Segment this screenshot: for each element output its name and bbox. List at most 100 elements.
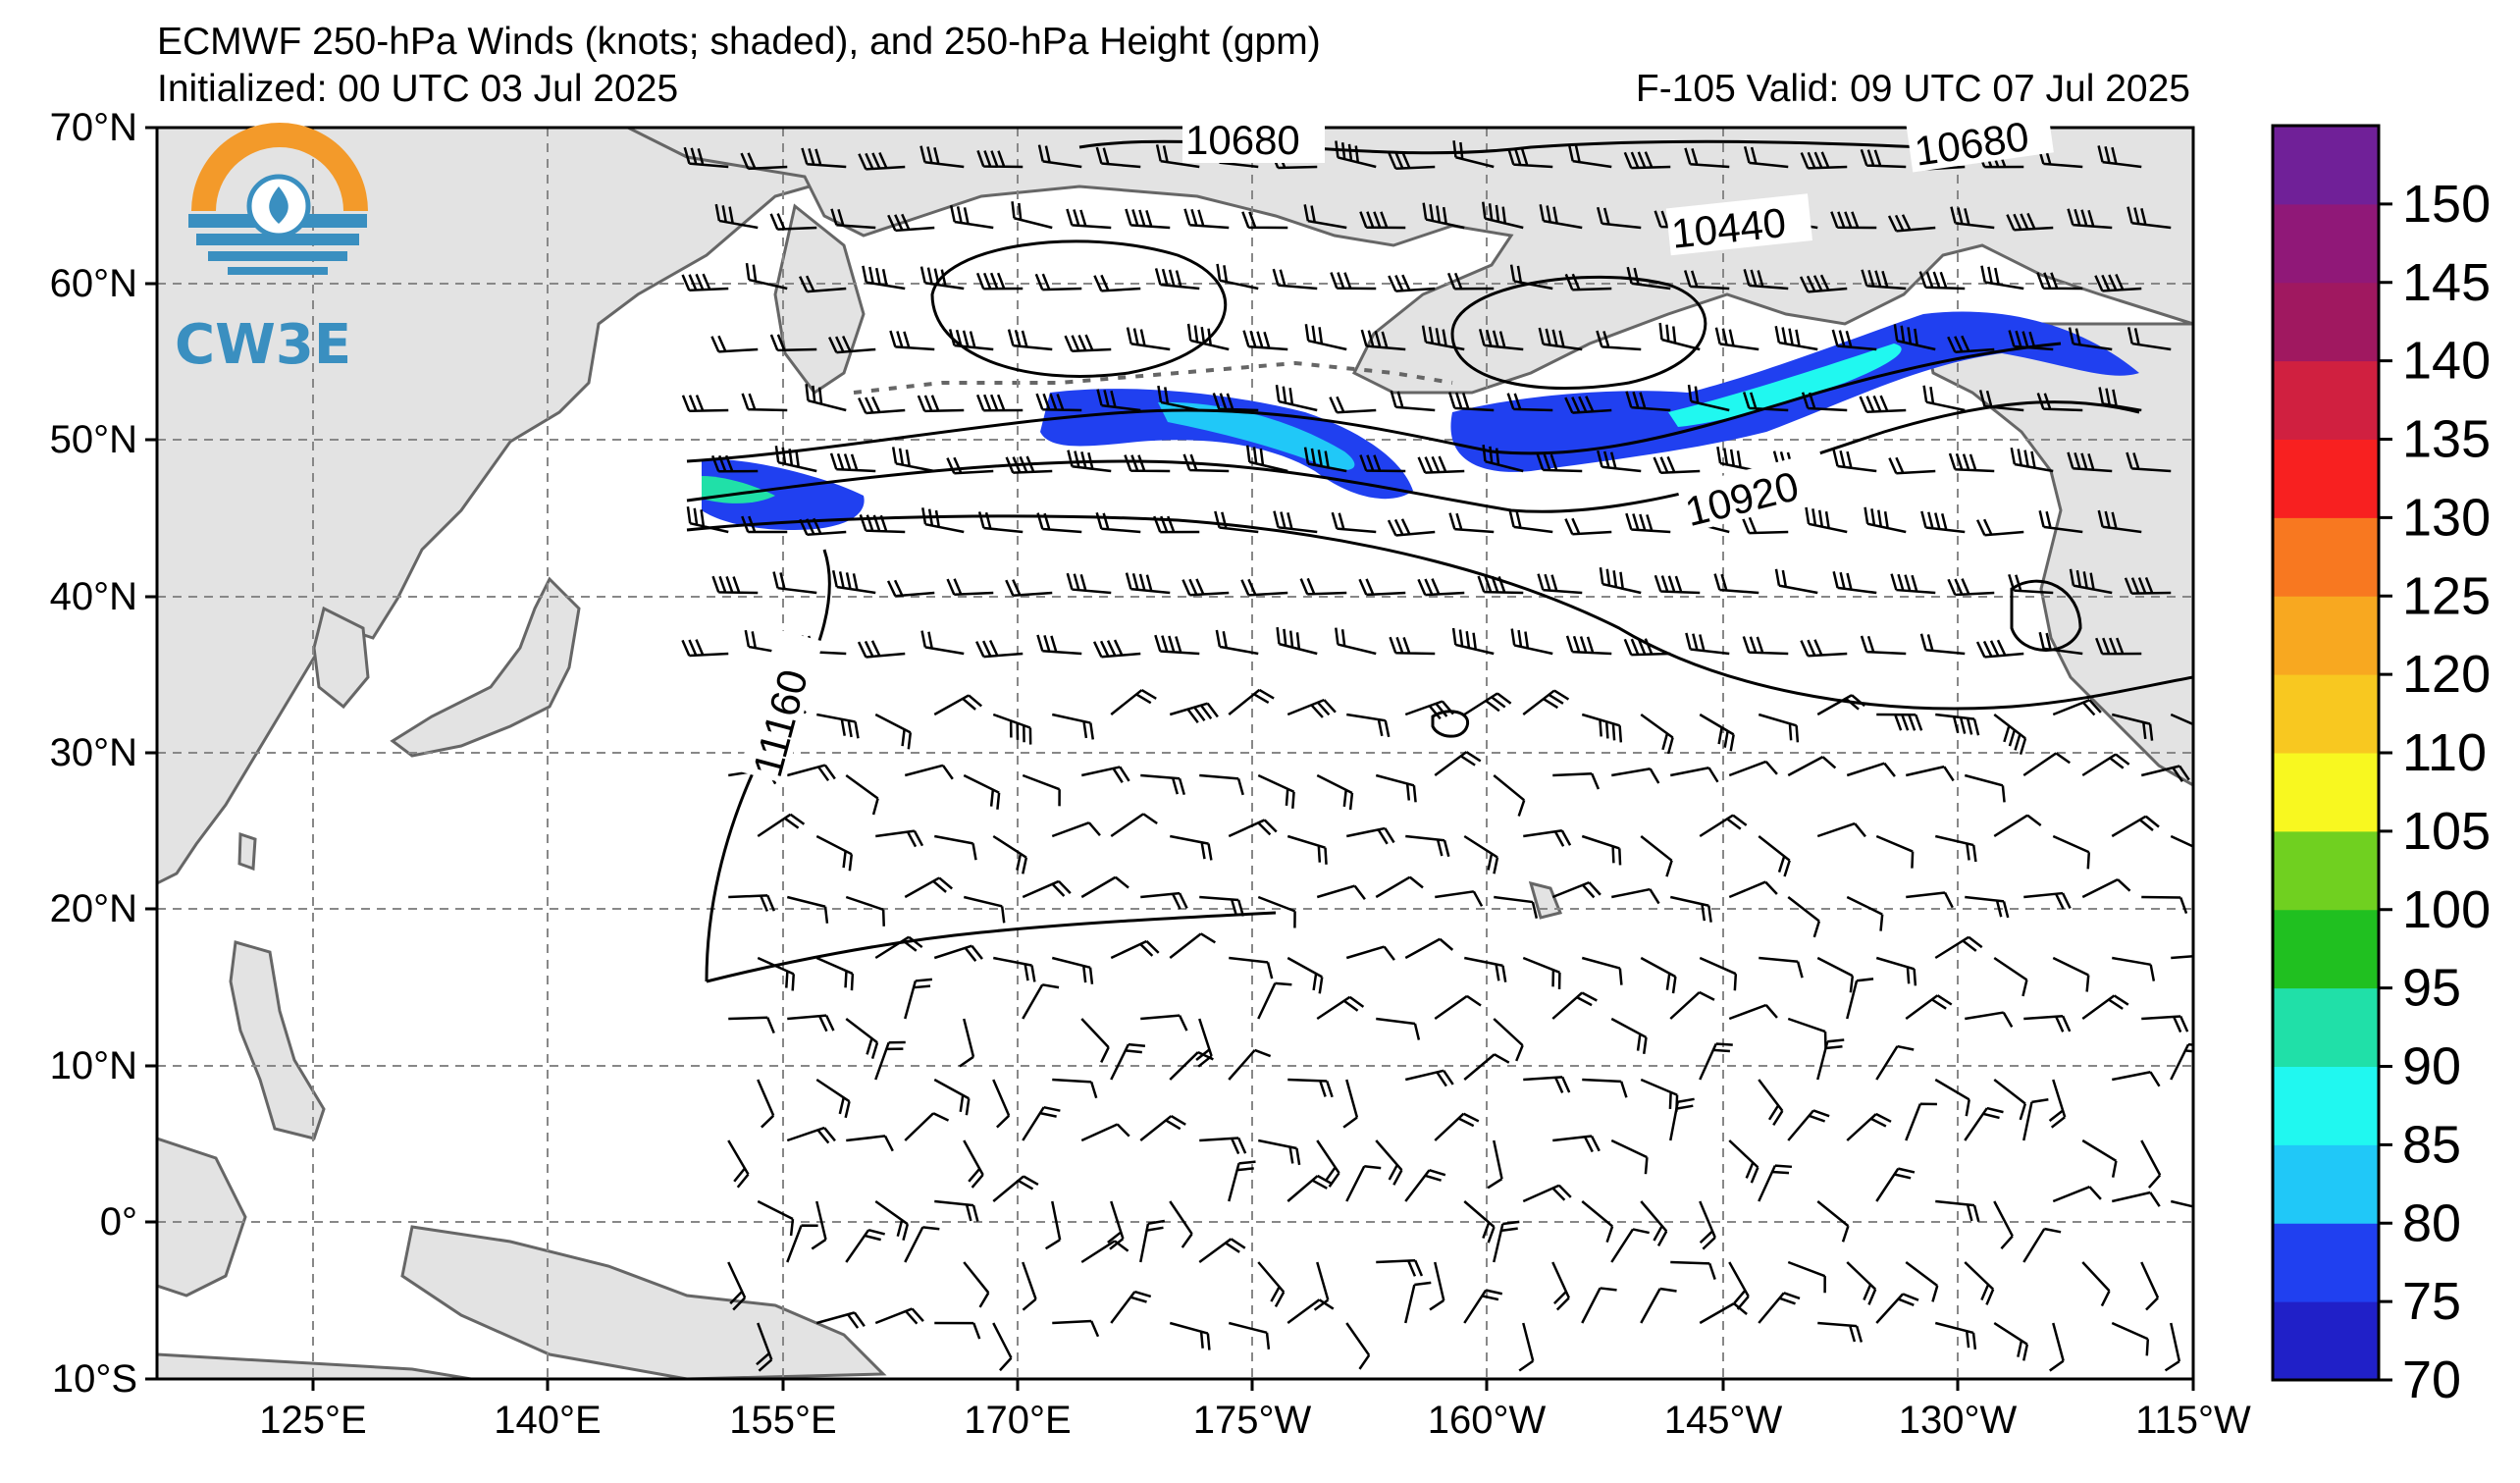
wind-barb bbox=[1669, 1097, 1695, 1141]
wind-barb bbox=[2097, 145, 2142, 169]
wind-barb bbox=[1463, 1200, 1496, 1244]
wind-barb bbox=[1922, 385, 1966, 412]
wind-barb bbox=[1110, 1290, 1152, 1324]
wind-barb bbox=[1758, 835, 1791, 877]
colorbar-swatch bbox=[2273, 909, 2379, 989]
wind-barb bbox=[934, 1321, 981, 1340]
wind-barb bbox=[1567, 144, 1612, 169]
contour-11160 bbox=[686, 514, 2193, 711]
colorbar-tick-label: 80 bbox=[2402, 1193, 2461, 1252]
wind-barb bbox=[862, 265, 906, 291]
wind-barb bbox=[1446, 272, 1495, 291]
wind-barb bbox=[1934, 1078, 1970, 1117]
wind-barb bbox=[1640, 713, 1674, 755]
wind-barb bbox=[2111, 713, 2154, 741]
wind-barb bbox=[975, 394, 1024, 412]
colorbar-swatch bbox=[2273, 203, 2379, 284]
wind-barb bbox=[1404, 1169, 1446, 1202]
wind-barb bbox=[1215, 629, 1259, 656]
wind-barb bbox=[1257, 981, 1292, 1020]
wind-barb bbox=[1510, 628, 1553, 656]
wind-barb bbox=[1199, 773, 1244, 796]
wind-barb bbox=[1975, 518, 2024, 537]
wind-barb bbox=[874, 1040, 906, 1081]
wind-barb bbox=[1051, 713, 1095, 740]
wind-barb bbox=[858, 152, 906, 171]
wind-barb bbox=[992, 1322, 1013, 1372]
wind-barb bbox=[846, 1135, 894, 1152]
wind-barb bbox=[1044, 1200, 1062, 1250]
wind-barb bbox=[1552, 1135, 1601, 1153]
wind-barb bbox=[2048, 1079, 2067, 1129]
colorbar-swatch bbox=[2273, 674, 2379, 754]
wind-barb bbox=[904, 876, 954, 899]
wind-barb bbox=[1434, 1112, 1480, 1141]
wind-barb bbox=[845, 1018, 879, 1060]
wind-barb bbox=[1522, 956, 1561, 989]
height-contours bbox=[686, 139, 2193, 983]
wind-barb bbox=[1934, 935, 1983, 960]
wind-barb bbox=[1743, 269, 1789, 291]
wind-barb bbox=[1358, 578, 1406, 597]
wind-barb bbox=[959, 1018, 975, 1068]
contour-label: 10680 bbox=[1185, 117, 1300, 163]
wind-barb bbox=[1993, 814, 2042, 838]
wind-barb bbox=[919, 145, 965, 169]
wind-barb bbox=[1007, 329, 1053, 351]
wind-barb bbox=[1022, 879, 1072, 899]
wind-barb bbox=[1787, 1109, 1830, 1141]
wind-barb bbox=[1875, 1293, 1919, 1324]
wind-barb bbox=[1905, 1102, 1937, 1141]
wind-barb bbox=[946, 456, 994, 475]
wind-barb bbox=[769, 334, 817, 352]
wind-barb bbox=[1846, 978, 1874, 1020]
wind-barb bbox=[1742, 636, 1789, 656]
wind-barb bbox=[1463, 1289, 1503, 1324]
wind-barb bbox=[757, 956, 796, 991]
wind-barb bbox=[1699, 1200, 1716, 1250]
water-drop-sun-icon bbox=[191, 123, 368, 211]
contour-10920 bbox=[686, 342, 2062, 463]
wind-barb bbox=[1258, 1139, 1301, 1166]
wind-barb bbox=[1774, 568, 1818, 595]
wind-barb bbox=[992, 1079, 1011, 1129]
wind-barb bbox=[1154, 268, 1200, 291]
wind-barb bbox=[992, 834, 1028, 874]
wind-barb bbox=[1875, 1044, 1915, 1081]
wind-barb bbox=[1228, 819, 1278, 838]
wind-barb bbox=[1452, 140, 1495, 169]
wind-barb bbox=[1022, 1261, 1037, 1311]
wind-barb bbox=[1552, 772, 1601, 790]
wind-barb bbox=[975, 272, 1024, 291]
wind-barb bbox=[921, 507, 965, 534]
wind-barb bbox=[1124, 454, 1171, 473]
wind-barb bbox=[1522, 689, 1570, 715]
wind-barb bbox=[1920, 510, 1966, 534]
aleutian-islands bbox=[853, 360, 1453, 395]
wind-barb bbox=[1523, 829, 1572, 847]
wind-barb bbox=[1537, 573, 1583, 595]
wind-barb bbox=[1774, 326, 1818, 351]
wind-barb bbox=[1759, 956, 1804, 979]
wind-barb bbox=[815, 1311, 866, 1329]
wind-barb bbox=[1758, 1164, 1793, 1202]
wind-barb bbox=[1286, 956, 1324, 994]
wind-barb bbox=[1597, 450, 1642, 473]
wind-barb bbox=[1346, 826, 1395, 845]
wind-barb bbox=[1417, 578, 1465, 597]
wind-barb bbox=[1345, 945, 1395, 961]
wind-barb bbox=[949, 205, 994, 230]
wind-barb bbox=[830, 208, 876, 230]
wind-barb bbox=[1375, 1139, 1403, 1186]
colorbar-swatch bbox=[2273, 517, 2379, 597]
wind-barb bbox=[2112, 1070, 2161, 1087]
wind-barb bbox=[805, 384, 847, 412]
wind-barb bbox=[1051, 821, 1101, 838]
wind-barb bbox=[1728, 1003, 1778, 1021]
wind-barb bbox=[933, 944, 983, 962]
logo-text: CW3E bbox=[175, 313, 351, 377]
wind-barb bbox=[1140, 773, 1185, 796]
wind-barb bbox=[1035, 393, 1082, 412]
wind-barb bbox=[1110, 813, 1158, 838]
